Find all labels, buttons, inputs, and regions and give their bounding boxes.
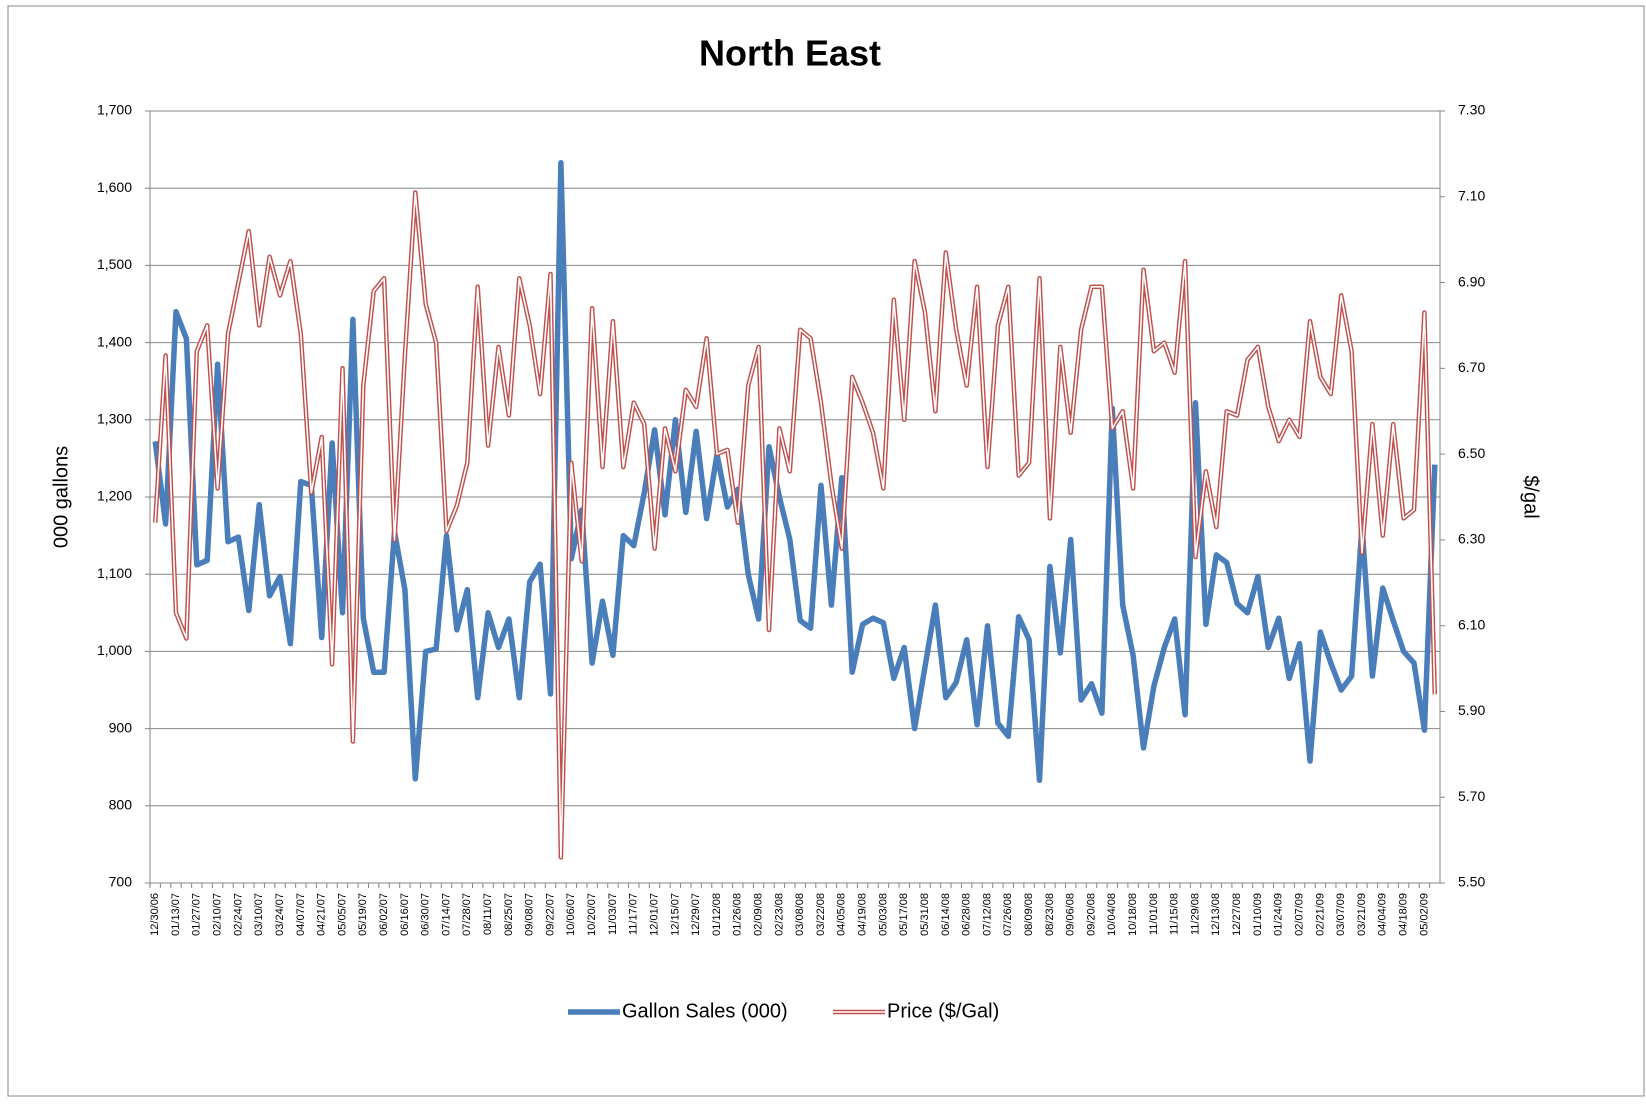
x-tick-label: 10/04/08	[1106, 893, 1118, 936]
x-tick-label: 05/05/07	[336, 893, 348, 936]
x-tick-label: 05/31/08	[919, 893, 931, 936]
y-tick-label: 1,300	[97, 411, 132, 427]
x-tick-label: 07/26/08	[1002, 893, 1014, 936]
x-tick-label: 06/30/07	[420, 893, 432, 936]
x-tick-label: 01/13/07	[170, 893, 182, 936]
x-tick-label: 10/06/07	[565, 893, 577, 936]
y-axis-title: 000 gallons	[50, 446, 72, 548]
y2-tick-label: 7.10	[1458, 187, 1485, 203]
x-tick-label: 07/28/07	[461, 893, 473, 936]
x-tick-label: 03/22/08	[815, 893, 827, 936]
x-tick-label: 12/27/08	[1231, 893, 1243, 936]
y2-tick-label: 6.50	[1458, 445, 1485, 461]
legend-label: Price ($/Gal)	[887, 1000, 999, 1022]
x-tick-label: 12/01/07	[648, 893, 660, 936]
y-tick-label: 900	[109, 719, 133, 735]
x-tick-label: 04/07/07	[295, 893, 307, 936]
x-tick-label: 05/03/08	[877, 893, 889, 936]
x-tick-label: 12/15/07	[669, 893, 681, 936]
x-tick-label: 09/08/07	[524, 893, 536, 936]
series-line-inner	[154, 191, 1436, 859]
x-tick-label: 03/07/09	[1335, 893, 1347, 936]
x-tick-label: 09/20/08	[1085, 893, 1097, 936]
x-tick-label: 11/15/08	[1169, 893, 1181, 935]
x-tick-label: 10/18/08	[1127, 893, 1139, 936]
x-tick-label: 08/09/08	[1023, 893, 1035, 936]
x-tick-label: 03/21/09	[1356, 893, 1368, 936]
x-tick-label: 08/11/07	[482, 893, 494, 935]
x-tick-label: 09/06/08	[1065, 893, 1077, 936]
x-tick-label: 08/25/07	[503, 893, 515, 936]
x-tick-label: 11/03/07	[607, 893, 619, 935]
x-tick-label: 04/19/08	[857, 893, 869, 936]
x-tick-label: 04/21/07	[316, 893, 328, 936]
x-tick-label: 06/16/07	[399, 893, 411, 936]
x-tick-label: 01/26/08	[732, 893, 744, 936]
x-tick-label: 11/29/08	[1189, 893, 1201, 935]
legend-label: Gallon Sales (000)	[622, 1000, 788, 1022]
x-tick-label: 04/04/09	[1377, 893, 1389, 936]
x-tick-label: 12/13/08	[1210, 893, 1222, 936]
chart-title: North East	[699, 33, 881, 74]
y-tick-label: 1,100	[97, 565, 132, 581]
y-tick-label: 1,700	[97, 102, 132, 118]
y-tick-label: 1,600	[97, 179, 132, 195]
y-tick-label: 1,000	[97, 642, 132, 658]
x-tick-label: 02/21/09	[1314, 893, 1326, 936]
x-tick-label: 11/01/08	[1148, 893, 1160, 935]
x-tick-label: 02/23/08	[773, 893, 785, 936]
x-tick-label: 02/10/07	[212, 893, 224, 936]
x-tick-label: 01/24/09	[1273, 893, 1285, 936]
x-tick-label: 06/28/08	[961, 893, 973, 936]
x-tick-label: 01/10/09	[1252, 893, 1264, 936]
y-tick-label: 1,500	[97, 256, 132, 272]
x-tick-label: 01/12/08	[711, 893, 723, 936]
y2-tick-label: 6.90	[1458, 273, 1485, 289]
x-tick-label: 03/24/07	[274, 893, 286, 936]
y-tick-label: 1,400	[97, 333, 132, 349]
x-tick-label: 12/29/07	[690, 893, 702, 936]
x-tick-label: 03/10/07	[253, 893, 265, 936]
x-tick-label: 02/09/08	[752, 893, 764, 936]
x-tick-label: 12/30/06	[149, 893, 161, 936]
y2-tick-label: 6.70	[1458, 359, 1485, 375]
y2-tick-label: 5.90	[1458, 702, 1485, 718]
x-tick-label: 05/19/07	[357, 893, 369, 936]
y2-tick-label: 5.50	[1458, 874, 1485, 890]
x-tick-label: 07/12/08	[981, 893, 993, 936]
x-tick-label: 04/05/08	[836, 893, 848, 936]
y-tick-label: 800	[109, 797, 133, 813]
x-tick-label: 09/22/07	[544, 893, 556, 936]
x-tick-label: 06/02/07	[378, 893, 390, 936]
series-line	[152, 159, 1438, 784]
x-tick-label: 04/18/09	[1397, 893, 1409, 936]
y2-axis-title: $/gal	[1520, 475, 1542, 518]
x-tick-label: 10/20/07	[586, 893, 598, 936]
x-tick-label: 05/02/09	[1418, 893, 1430, 936]
y2-tick-label: 6.10	[1458, 616, 1485, 632]
x-tick-label: 03/08/08	[794, 893, 806, 936]
x-tick-label: 08/23/08	[1044, 893, 1056, 936]
x-tick-label: 01/27/07	[191, 893, 203, 936]
y-tick-label: 700	[109, 874, 133, 890]
x-tick-label: 05/17/08	[898, 893, 910, 936]
x-tick-label: 02/24/07	[232, 893, 244, 936]
y2-tick-label: 5.70	[1458, 788, 1485, 804]
x-tick-label: 07/14/07	[440, 893, 452, 936]
y-tick-label: 1,200	[97, 488, 132, 504]
y2-tick-label: 6.30	[1458, 531, 1485, 547]
x-tick-label: 02/07/09	[1293, 893, 1305, 936]
x-tick-label: 11/17/07	[628, 893, 640, 935]
x-tick-label: 06/14/08	[940, 893, 952, 936]
y2-tick-label: 7.30	[1458, 102, 1485, 118]
